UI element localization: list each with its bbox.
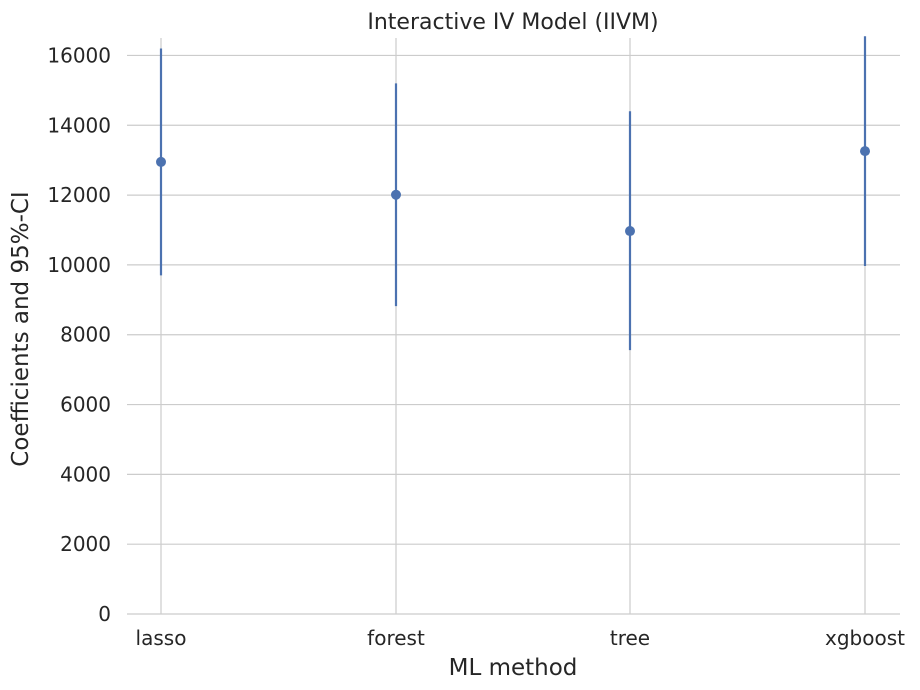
coef-point-forest [391, 189, 401, 200]
y-tick-label: 2000 [60, 532, 111, 556]
x-axis-label: ML method [449, 655, 578, 681]
grid-layer [127, 38, 900, 615]
y-tick-label: 6000 [60, 393, 111, 417]
coef-point-xgboost [860, 146, 870, 157]
data-marks [156, 36, 870, 351]
y-tick-label: 10000 [47, 253, 111, 277]
y-axis-label: Coefficients and 95%-CI [8, 191, 34, 466]
chart-title: Interactive IV Model (IIVM) [367, 10, 658, 35]
x-tick-label: lasso [136, 626, 187, 650]
y-tick-label: 16000 [47, 43, 111, 67]
y-tick-label: 8000 [60, 323, 111, 347]
y-tick-labels: 0 2000 4000 6000 8000 10000 12000 14000 16000 [47, 43, 111, 626]
coef-point-lasso [156, 156, 166, 167]
x-tick-labels: lasso forest tree xgboost [136, 626, 906, 650]
y-tick-label: 0 [98, 602, 111, 626]
y-tick-label: 4000 [60, 462, 111, 486]
coef-point-tree [625, 226, 635, 237]
x-tick-label: xgboost [825, 626, 905, 650]
x-tick-label: forest [367, 626, 425, 650]
y-tick-label: 14000 [47, 113, 111, 137]
y-tick-label: 12000 [47, 183, 111, 207]
x-tick-label: tree [610, 626, 650, 650]
